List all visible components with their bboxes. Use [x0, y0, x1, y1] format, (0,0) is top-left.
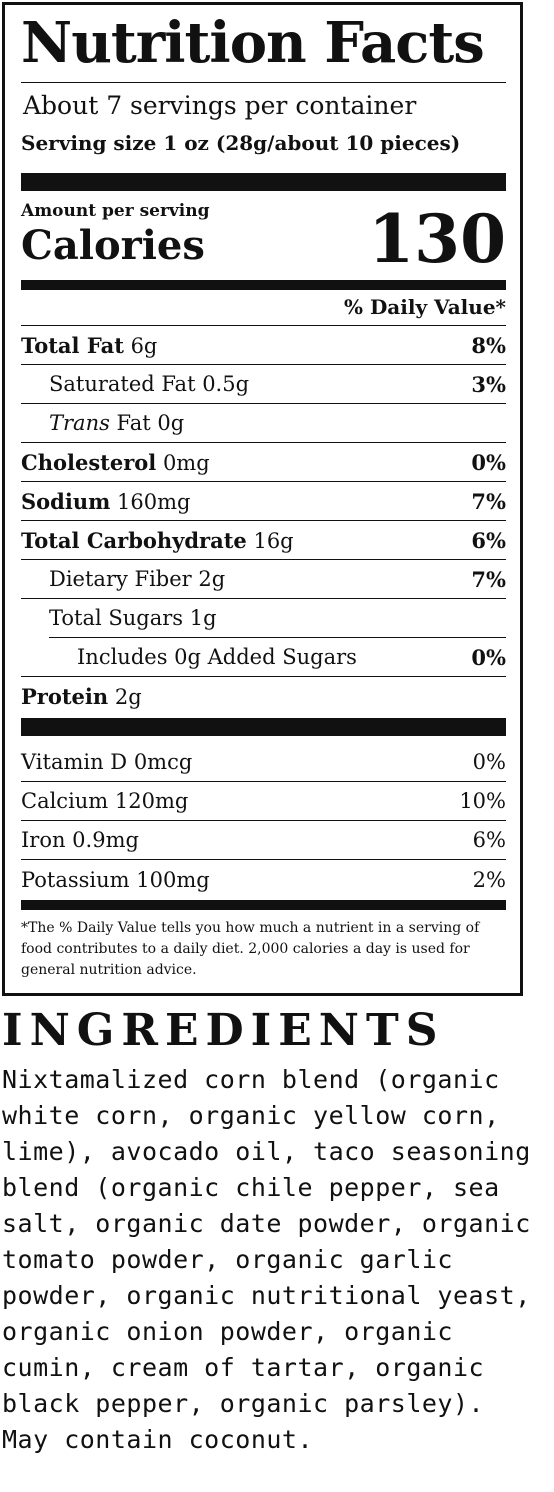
- daily-value-percent: 10%: [459, 789, 506, 813]
- nutrient-name: Cholesterol: [21, 449, 157, 475]
- ingredients-list: Nixtamalized corn blend (organic white c…: [2, 1065, 531, 1418]
- daily-value-percent: 7%: [471, 488, 506, 514]
- daily-value-percent: 2%: [472, 867, 506, 892]
- thick-divider: [21, 718, 506, 736]
- vitamin-amount: Iron 0.9mg: [21, 828, 139, 852]
- nutrient-amount: 160mg: [110, 489, 191, 514]
- nutrient-name: Protein: [21, 684, 109, 709]
- vitamin-row: Iron 0.9mg 6%: [21, 821, 506, 860]
- nutrient-amount: Dietary Fiber 2g: [49, 567, 226, 591]
- nutrient-row-added-sugars: Includes 0g Added Sugars 0%: [21, 638, 506, 677]
- daily-value-header: % Daily Value*: [343, 295, 506, 319]
- nutrient-amount: 0mg: [156, 450, 210, 475]
- nutrient-name: Total Fat: [21, 332, 124, 358]
- medium-divider: [21, 280, 506, 290]
- nutrient-name: Sodium: [21, 488, 111, 514]
- nutrient-amount: 6g: [123, 333, 158, 358]
- vitamin-row: Vitamin D 0mcg 0%: [21, 743, 506, 782]
- nutrient-row-sodium: Sodium 160mg 7%: [21, 482, 506, 521]
- ingredients-body: Nixtamalized corn blend (organic white c…: [2, 1062, 554, 1458]
- medium-divider: [21, 900, 506, 910]
- calories-value: 130: [368, 200, 506, 278]
- servings-per-container: About 7 servings per container: [23, 91, 417, 120]
- nutrient-row-total-carbohydrate: Total Carbohydrate 16g 6%: [21, 521, 506, 560]
- vitamin-amount: Calcium 120mg: [21, 789, 189, 813]
- nutrient-row-saturated-fat: Saturated Fat 0.5g 3%: [21, 365, 506, 404]
- nutrition-facts-title: Nutrition Facts: [21, 10, 485, 76]
- daily-value-percent: 6%: [472, 828, 506, 852]
- vitamin-amount: Potassium 100mg: [21, 867, 210, 892]
- nutrient-amount: 16g: [246, 528, 294, 553]
- nutrient-amount: Fat 0g: [109, 411, 185, 435]
- divider: [21, 325, 506, 326]
- nutrition-facts-panel: Nutrition Facts About 7 servings per con…: [2, 2, 523, 996]
- allergen-statement: May contain coconut.: [2, 1425, 314, 1454]
- nutrient-row-cholesterol: Cholesterol 0mg 0%: [21, 443, 506, 482]
- nutrient-row-total-fat: Total Fat 6g 8%: [21, 326, 506, 365]
- daily-value-percent: 7%: [471, 566, 506, 592]
- amount-per-serving: Amount per serving: [21, 201, 210, 221]
- thick-divider: [21, 173, 506, 191]
- nutrient-row-protein: Protein 2g: [21, 677, 506, 716]
- daily-value-percent: 0%: [472, 750, 506, 774]
- nutrient-name-italic: Trans: [49, 411, 110, 435]
- serving-size: Serving size 1 oz (28g/about 10 pieces): [21, 131, 461, 155]
- vitamin-row: Calcium 120mg 10%: [21, 782, 506, 821]
- divider: [21, 82, 506, 83]
- nutrient-amount: Saturated Fat 0.5g: [49, 372, 250, 396]
- nutrient-row-total-sugars: Total Sugars 1g: [49, 599, 506, 638]
- daily-value-footnote: *The % Daily Value tells you how much a …: [21, 920, 480, 978]
- nutrient-amount: 2g: [108, 685, 142, 709]
- vitamin-amount: Vitamin D 0mcg: [21, 750, 193, 774]
- vitamin-row: Potassium 100mg 2%: [21, 860, 506, 899]
- nutrient-amount: Total Sugars 1g: [49, 606, 217, 630]
- daily-value-percent: 0%: [471, 449, 506, 475]
- nutrient-amount: Includes 0g Added Sugars: [77, 645, 357, 669]
- daily-value-percent: 0%: [471, 644, 506, 670]
- daily-value-percent: 6%: [471, 527, 506, 553]
- daily-value-percent: 8%: [471, 332, 506, 358]
- nutrient-name: Total Carbohydrate: [21, 527, 247, 553]
- nutrient-row-trans-fat: Trans Fat 0g: [21, 404, 506, 443]
- ingredients-title: INGREDIENTS: [2, 1005, 445, 1056]
- nutrient-row-dietary-fiber: Dietary Fiber 2g 7%: [21, 560, 506, 599]
- calories-label: Calories: [21, 222, 205, 269]
- daily-value-percent: 3%: [471, 371, 506, 397]
